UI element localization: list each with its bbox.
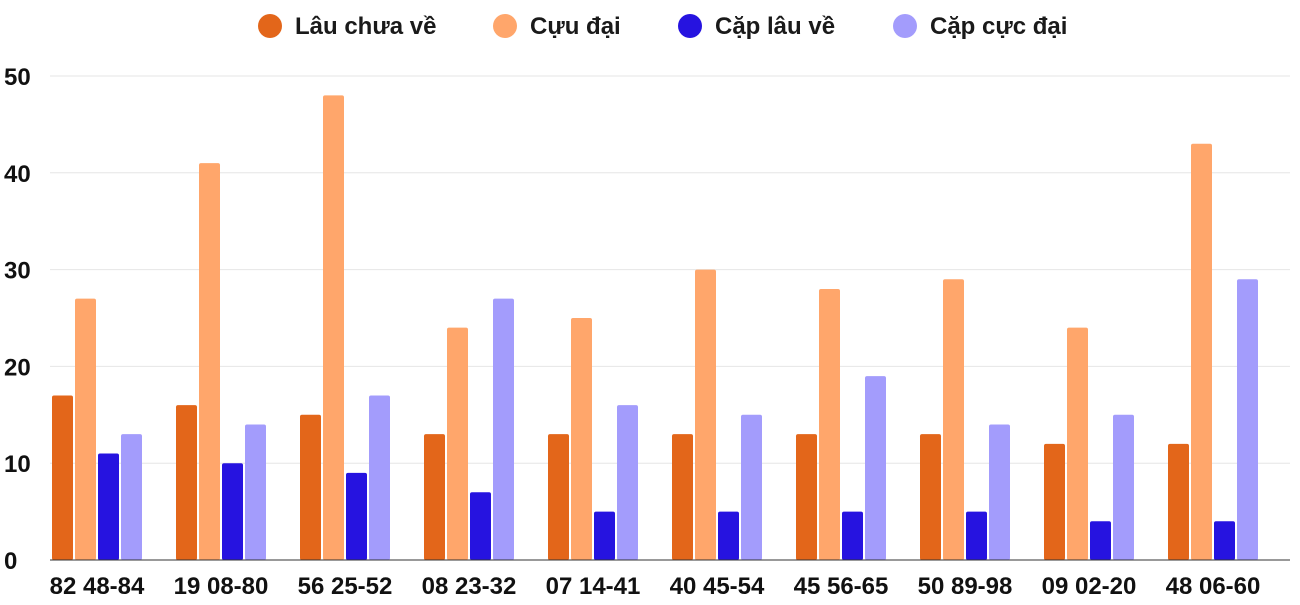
bar-1-2 [176,405,197,560]
legend-label-4: Cặp cực đại [930,13,1067,40]
legend-swatch-4 [893,14,917,38]
bar-2-4 [447,327,468,560]
x-tick-label: 07 14-41 [546,573,641,600]
bar-1-5 [548,434,569,560]
bar-1-7 [796,434,817,560]
bar-4-3 [369,395,390,560]
bar-3-1 [98,453,119,560]
bar-3-9 [1090,521,1111,560]
y-tick-label: 50 [4,64,31,91]
bar-1-6 [672,434,693,560]
bar-4-2 [245,424,266,560]
bar-4-4 [493,298,514,560]
bar-2-5 [571,318,592,560]
bar-3-6 [718,511,739,560]
bar-4-1 [121,434,142,560]
bar-1-3 [300,414,321,560]
legend-label-2: Cựu đại [530,13,621,40]
x-tick-label: 82 48-84 [50,573,145,600]
bar-1-4 [424,434,445,560]
x-tick-label: 19 08-80 [174,573,269,600]
x-tick-label: 09 02-20 [1042,573,1137,600]
bar-4-9 [1113,414,1134,560]
y-tick-label: 30 [4,258,31,285]
y-tick-label: 40 [4,161,31,188]
bar-2-9 [1067,327,1088,560]
x-tick-label: 56 25-52 [298,573,393,600]
bars [52,95,1258,561]
y-tick-label: 20 [4,354,31,381]
y-tick-label: 10 [4,451,31,478]
x-tick-label: 50 89-98 [918,573,1013,600]
legend: Lâu chưa về Cựu đại Cặp lâu về Cặp cực đại [258,13,1067,40]
bar-3-3 [346,472,367,560]
bar-3-4 [470,492,491,560]
legend-label-3: Cặp lâu về [715,13,835,40]
x-tick-label: 08 23-32 [422,573,517,600]
gridlines [50,75,1290,464]
bar-3-2 [222,463,243,560]
bar-3-10 [1214,521,1235,560]
bar-2-8 [943,279,964,560]
legend-swatch-2 [493,14,517,38]
x-tick-label: 45 56-65 [794,573,889,600]
bar-3-8 [966,511,987,560]
bar-2-3 [323,95,344,561]
legend-label-1: Lâu chưa về [295,13,436,40]
bar-1-9 [1044,443,1065,560]
bar-4-5 [617,405,638,560]
bar-2-7 [819,288,840,560]
bar-1-1 [52,395,73,560]
bar-3-5 [594,511,615,560]
legend-swatch-3 [678,14,702,38]
bar-2-6 [695,269,716,560]
bar-4-8 [989,424,1010,560]
bar-4-7 [865,376,886,560]
bar-4-10 [1237,279,1258,560]
x-tick-label: 40 45-54 [670,573,765,600]
bar-2-2 [199,163,220,560]
bar-3-7 [842,511,863,560]
bar-4-6 [741,414,762,560]
legend-swatch-1 [258,14,282,38]
y-tick-label: 0 [4,548,17,575]
bar-1-10 [1168,443,1189,560]
bar-1-8 [920,434,941,560]
bar-2-10 [1191,143,1212,560]
bar-2-1 [75,298,96,560]
axes: 0 10 20 30 40 50 82 48-84 19 08-80 56 25-52 08 23… [4,64,1290,600]
x-tick-label: 48 06-60 [1166,573,1261,600]
